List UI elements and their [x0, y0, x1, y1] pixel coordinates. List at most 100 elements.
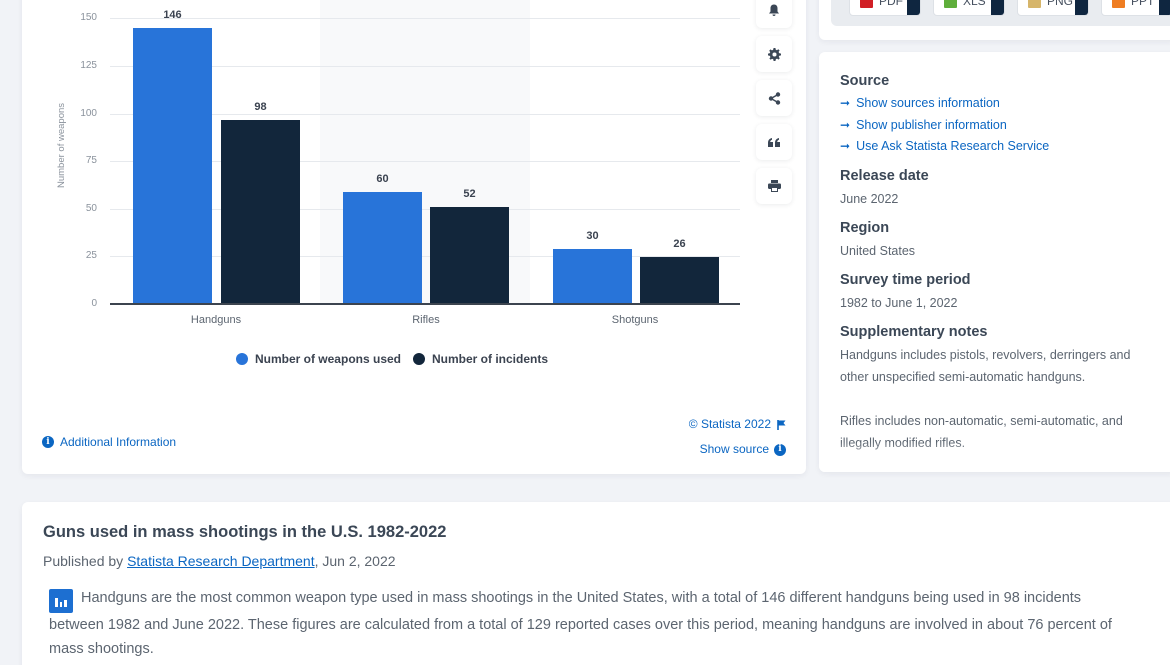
y-tick: 50 [85, 203, 97, 214]
flag-icon [777, 419, 786, 430]
print-button[interactable] [756, 168, 792, 204]
notification-button[interactable] [756, 0, 792, 28]
download-xls-button[interactable]: XLS [933, 0, 1005, 16]
description-text: Handguns are the most common weapon type… [49, 586, 1119, 661]
download-label: PPT [1131, 0, 1155, 8]
info-icon: i [42, 436, 54, 448]
dropdown-caret [1075, 0, 1088, 15]
legend-item-incidents[interactable]: Number of incidents [413, 352, 548, 366]
share-button[interactable] [756, 80, 792, 116]
download-label: PDF [879, 0, 903, 8]
x-tick-rifles: Rifles [412, 314, 440, 326]
quote-icon [768, 137, 780, 147]
statistic-chart-icon [49, 589, 73, 613]
download-png-button[interactable]: PNG [1017, 0, 1089, 16]
pdf-file-icon [860, 0, 873, 8]
copyright-text: © Statista 2022 [688, 417, 771, 431]
gridline [110, 114, 740, 115]
bar-incidents-rifles[interactable] [430, 207, 509, 304]
dropdown-caret [907, 0, 920, 15]
show-publisher-link[interactable]: ➞ Show publisher information [840, 115, 1159, 137]
y-tick: 100 [80, 108, 97, 119]
dropdown-caret [1159, 0, 1170, 15]
download-pdf-button[interactable]: PDF [849, 0, 921, 16]
legend-label: Number of incidents [432, 352, 549, 366]
info-icon: i [774, 443, 786, 456]
survey-period-value: 1982 to June 1, 2022 [840, 295, 958, 310]
fade-overlay [819, 442, 1170, 472]
bar-value-label: 146 [163, 9, 182, 21]
arrow-right-icon: ➞ [840, 96, 851, 110]
print-icon [767, 180, 781, 192]
show-sources-link[interactable]: ➞ Show sources information [840, 93, 1159, 115]
x-tick-shotguns: Shotguns [611, 314, 659, 326]
download-label: PNG [1047, 0, 1074, 8]
bar-value-label: 98 [254, 101, 267, 113]
png-file-icon [1028, 0, 1041, 8]
legend-item-weapons[interactable]: Number of weapons used [235, 352, 401, 366]
release-date-value: June 2022 [840, 191, 899, 206]
download-label: XLS [963, 0, 986, 8]
statistic-details-panel: Source ➞ Show sources information ➞ Show p… [819, 52, 1170, 472]
release-date-heading: Release date [840, 167, 929, 184]
chart-card: 150 125 100 75 50 25 0 Number of weapons… [22, 0, 806, 474]
bar-value-label: 60 [376, 173, 389, 185]
settings-button[interactable] [756, 36, 792, 72]
download-panel: PDF XLS PNG PPT [819, 0, 1170, 40]
gridline [110, 66, 740, 67]
supplementary-notes-heading: Supplementary notes [840, 323, 988, 340]
link-text: Use Ask Statista Research Service [856, 139, 1050, 153]
cite-button[interactable] [756, 124, 792, 160]
chart-legend: Number of weapons used Number of inciden… [22, 352, 762, 366]
bar-incidents-handguns[interactable] [221, 120, 300, 304]
chart-toolbar [756, 0, 792, 204]
link-text: Show sources information [856, 96, 1000, 110]
ask-statista-link[interactable]: ➞ Use Ask Statista Research Service [840, 136, 1159, 158]
gear-icon [767, 47, 781, 61]
dropdown-caret [991, 0, 1004, 15]
additional-info-link[interactable]: i Additional Information [42, 435, 176, 449]
bar-value-label: 26 [673, 238, 686, 250]
chart-footer: © Statista 2022 Show source i [689, 412, 786, 462]
y-tick: 150 [80, 12, 97, 23]
share-icon [768, 91, 780, 105]
xls-file-icon [944, 0, 957, 8]
published-date: , Jun 2, 2022 [314, 553, 396, 569]
region-value: United States [840, 243, 916, 258]
legend-label: Number of weapons used [254, 352, 401, 366]
y-tick: 75 [85, 155, 97, 166]
publisher-link[interactable]: Statista Research Department [127, 553, 315, 569]
bar-weapons-shotguns[interactable] [553, 249, 632, 304]
published-prefix: Published by [43, 553, 128, 569]
y-tick: 0 [91, 298, 97, 309]
arrow-right-icon: ➞ [840, 117, 851, 132]
legend-dot-icon [413, 353, 425, 365]
show-source-text: Show source [699, 442, 769, 456]
arrow-right-icon: ➞ [840, 139, 851, 153]
copyright-link[interactable]: © Statista 2022 [689, 412, 786, 437]
x-axis-line [110, 303, 740, 305]
bar-weapons-handguns[interactable] [133, 28, 212, 304]
statistic-title: Guns used in mass shootings in the U.S. … [43, 523, 447, 541]
download-ppt-button[interactable]: PPT [1101, 0, 1170, 16]
bar-value-label: 52 [463, 188, 476, 200]
bar-incidents-shotguns[interactable] [640, 257, 719, 304]
y-tick: 125 [80, 60, 97, 71]
description-body: Handguns are the most common weapon type… [49, 590, 1112, 657]
gridline [110, 18, 740, 19]
bar-chart: 150 125 100 75 50 25 0 Number of weapons… [22, 0, 762, 340]
ppt-file-icon [1112, 0, 1125, 8]
region-heading: Region [840, 219, 890, 236]
statistic-description: Guns used in mass shootings in the U.S. … [22, 502, 1170, 665]
show-source-link[interactable]: Show source i [689, 437, 786, 462]
y-axis-label: Number of weapons [56, 102, 67, 188]
survey-period-heading: Survey time period [840, 271, 971, 288]
y-tick: 25 [85, 250, 97, 261]
bar-weapons-rifles[interactable] [343, 192, 422, 304]
bar-value-label: 30 [586, 230, 599, 242]
link-text: Show publisher information [856, 117, 1007, 132]
additional-info-text: Additional Information [60, 435, 177, 449]
gridline [110, 209, 740, 210]
legend-dot-icon [235, 353, 248, 365]
published-by: Published by Statista Research Departmen… [43, 553, 396, 569]
